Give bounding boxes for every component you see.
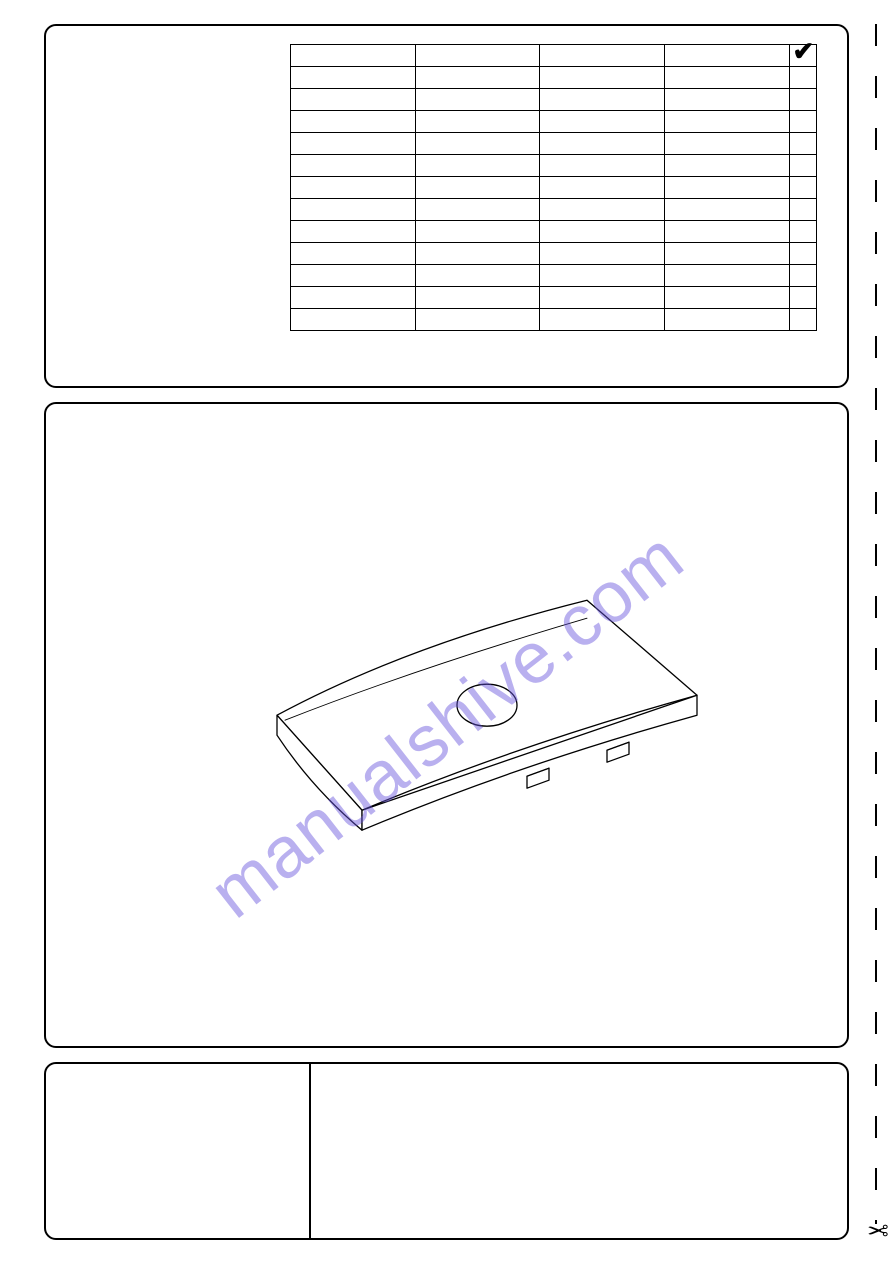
table-cell bbox=[291, 199, 416, 221]
table-cell bbox=[664, 265, 789, 287]
table-cell bbox=[291, 221, 416, 243]
table-cell bbox=[291, 155, 416, 177]
table-cell bbox=[664, 45, 789, 67]
table-cell bbox=[540, 45, 665, 67]
table-cell bbox=[415, 45, 540, 67]
top-panel: ✔ bbox=[44, 24, 849, 388]
table-cell bbox=[540, 287, 665, 309]
table-cell bbox=[664, 199, 789, 221]
scissors-icon: ✂ bbox=[867, 1214, 889, 1245]
middle-panel: manualshive.com bbox=[44, 402, 849, 1048]
table-cell bbox=[291, 133, 416, 155]
table-cell bbox=[540, 89, 665, 111]
table-cell bbox=[540, 177, 665, 199]
table-cell bbox=[291, 309, 416, 331]
bottom-left-cell bbox=[46, 1064, 311, 1238]
table-cell bbox=[664, 287, 789, 309]
table-cell bbox=[664, 133, 789, 155]
table-cell bbox=[415, 89, 540, 111]
table-cell bbox=[415, 309, 540, 331]
table-cell bbox=[540, 221, 665, 243]
table-cell bbox=[540, 155, 665, 177]
table-cell bbox=[789, 287, 817, 309]
table-cell bbox=[540, 309, 665, 331]
table-cell bbox=[664, 243, 789, 265]
table-cell bbox=[789, 155, 817, 177]
table-cell bbox=[664, 177, 789, 199]
table-cell bbox=[540, 265, 665, 287]
table-cell bbox=[789, 89, 817, 111]
table-cell bbox=[540, 67, 665, 89]
table-cell bbox=[664, 111, 789, 133]
table-cell bbox=[789, 221, 817, 243]
table-cell bbox=[291, 89, 416, 111]
table-cell bbox=[291, 177, 416, 199]
bottom-panel bbox=[44, 1062, 849, 1240]
table-cell bbox=[415, 243, 540, 265]
table-cell bbox=[415, 265, 540, 287]
table-cell bbox=[664, 155, 789, 177]
table-cell bbox=[540, 111, 665, 133]
table-cell bbox=[415, 287, 540, 309]
cut-line bbox=[875, 24, 877, 1224]
table-cell bbox=[415, 155, 540, 177]
table-cell bbox=[664, 67, 789, 89]
table-cell bbox=[540, 243, 665, 265]
parts-table: ✔ bbox=[290, 44, 817, 331]
table-cell bbox=[664, 221, 789, 243]
table-cell bbox=[415, 67, 540, 89]
table-cell bbox=[291, 243, 416, 265]
table-cell bbox=[291, 287, 416, 309]
table-cell bbox=[789, 111, 817, 133]
table-cell bbox=[789, 243, 817, 265]
table-cell bbox=[291, 111, 416, 133]
table-check-cell: ✔ bbox=[789, 45, 817, 67]
table-cell bbox=[540, 199, 665, 221]
table-cell bbox=[789, 309, 817, 331]
table-cell bbox=[291, 45, 416, 67]
table-cell bbox=[789, 265, 817, 287]
table-cell bbox=[291, 67, 416, 89]
part-drawing bbox=[167, 540, 727, 925]
table-cell bbox=[415, 133, 540, 155]
table-cell bbox=[789, 177, 817, 199]
table-cell bbox=[789, 199, 817, 221]
table-cell bbox=[789, 133, 817, 155]
table-cell bbox=[664, 89, 789, 111]
table-cell bbox=[415, 177, 540, 199]
table-cell bbox=[789, 67, 817, 89]
bottom-right-cell bbox=[311, 1064, 847, 1238]
table-cell bbox=[664, 309, 789, 331]
table-cell bbox=[291, 265, 416, 287]
table-cell bbox=[540, 133, 665, 155]
table-cell bbox=[415, 221, 540, 243]
table-cell bbox=[415, 111, 540, 133]
table-cell bbox=[415, 199, 540, 221]
checkmark-icon: ✔ bbox=[793, 38, 815, 64]
